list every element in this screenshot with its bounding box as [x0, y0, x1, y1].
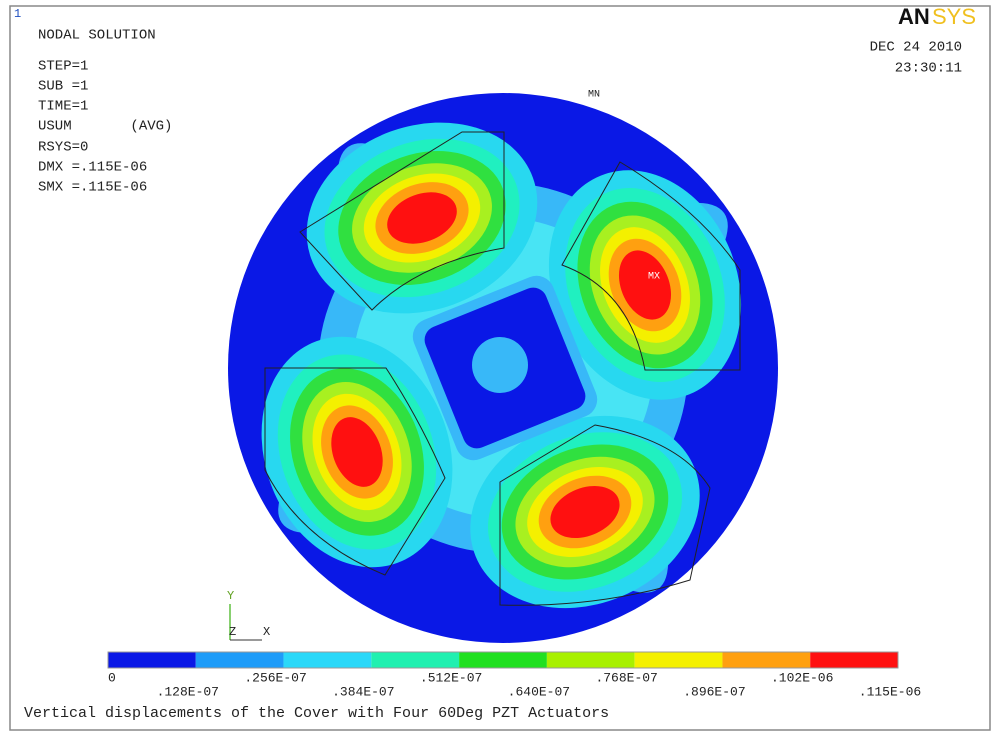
legend-label: .896E-07: [683, 684, 745, 699]
legend-swatch: [371, 652, 460, 668]
axis-z: Z: [229, 625, 236, 639]
info-line: TIME=1: [38, 99, 88, 115]
max-marker: MX: [648, 272, 660, 283]
info-line: SMX =.115E-06: [38, 180, 147, 196]
info-line: NODAL SOLUTION: [38, 28, 156, 44]
lobe: [261, 336, 453, 568]
legend-swatch: [722, 652, 811, 668]
legend-swatch: [283, 652, 372, 668]
legend-label: .768E-07: [595, 670, 657, 685]
legend: 0 .128E-07 .256E-07 .384E-07 .512E-07 .640E-0…: [107, 651, 921, 699]
lobe: [470, 415, 700, 609]
legend-swatch: [810, 652, 898, 668]
legend-border: [107, 651, 899, 669]
legend-label: .102E-06: [771, 670, 833, 685]
legend-label: .384E-07: [332, 684, 394, 699]
contour-band: [618, 250, 672, 320]
lobe: [306, 122, 538, 314]
axis-x: X: [263, 625, 270, 639]
legend-label: .640E-07: [508, 684, 570, 699]
actuator-outlines: [264, 131, 741, 606]
legend-swatch: [546, 652, 635, 668]
caption: Vertical displacements of the Cover with…: [24, 705, 609, 722]
logo-sys: SYS: [932, 4, 976, 29]
contour-band: [331, 417, 383, 487]
contour-plot: MN MX: [228, 90, 778, 643]
lobes: [261, 122, 742, 609]
contour-band: [550, 485, 620, 539]
lobe: [548, 170, 742, 400]
legend-label: .512E-07: [420, 670, 482, 685]
legend-label: .115E-06: [859, 684, 921, 699]
axis-triad: Y Z X: [227, 589, 270, 641]
legend-label: .256E-07: [244, 670, 306, 685]
legend-label: 0: [108, 670, 116, 685]
axis-y: Y: [227, 589, 234, 603]
min-marker: MN: [588, 90, 600, 101]
info-line: RSYS=0: [38, 140, 88, 156]
time: 23:30:11: [895, 61, 962, 77]
legend-swatch: [195, 652, 284, 668]
info-line: SUB =1: [38, 79, 88, 95]
info-block: NODAL SOLUTION STEP=1 SUB =1 TIME=1 USUM (AV…: [38, 28, 172, 196]
legend-label: .128E-07: [157, 684, 219, 699]
window-number: 1: [14, 7, 21, 21]
date: DEC 24 2010: [870, 40, 962, 56]
legend-swatch: [459, 652, 547, 668]
center-dot: [472, 337, 528, 393]
contour-band: [387, 192, 457, 244]
legend-swatch: [634, 652, 723, 668]
info-line: DMX =.115E-06: [38, 160, 147, 176]
logo-an: AN: [898, 4, 930, 29]
legend-swatch: [108, 652, 196, 668]
info-line: STEP=1: [38, 59, 88, 75]
info-line: USUM (AVG): [38, 119, 172, 135]
